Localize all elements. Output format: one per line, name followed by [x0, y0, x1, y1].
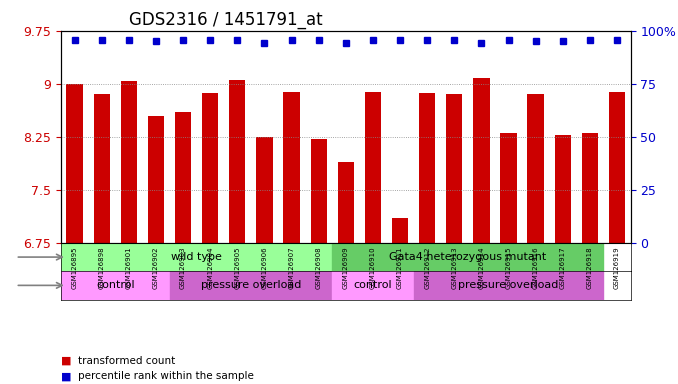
- Bar: [527, 94, 544, 243]
- Text: GSM126898: GSM126898: [97, 244, 106, 290]
- Bar: [170, 271, 332, 300]
- Text: GSM126901: GSM126901: [126, 247, 132, 290]
- Text: GSM126908: GSM126908: [316, 247, 321, 290]
- Bar: [555, 135, 571, 243]
- Bar: [202, 93, 218, 243]
- Text: control: control: [96, 280, 134, 290]
- Text: GSM126913: GSM126913: [452, 247, 457, 290]
- Text: GSM126904: GSM126904: [207, 247, 213, 289]
- Bar: [338, 162, 354, 243]
- Text: GSM126914: GSM126914: [477, 244, 486, 290]
- Text: GSM126902: GSM126902: [151, 244, 161, 290]
- Text: GSM126911: GSM126911: [395, 244, 405, 290]
- Text: GSM126917: GSM126917: [560, 247, 565, 290]
- Text: GSM126898: GSM126898: [99, 247, 104, 290]
- Text: GSM126910: GSM126910: [370, 247, 376, 290]
- Bar: [283, 92, 300, 243]
- Text: GSM126907: GSM126907: [287, 244, 296, 291]
- Text: GSM126918: GSM126918: [585, 244, 595, 290]
- Text: GSM126907: GSM126907: [289, 247, 294, 290]
- Bar: [332, 243, 603, 271]
- Text: GSM126914: GSM126914: [479, 247, 484, 289]
- Bar: [446, 94, 462, 243]
- Text: GSM126903: GSM126903: [178, 244, 188, 291]
- Text: GSM126904: GSM126904: [205, 244, 215, 291]
- Text: pressure overload: pressure overload: [201, 280, 301, 290]
- Text: GSM126905: GSM126905: [233, 244, 242, 291]
- Bar: [61, 271, 170, 300]
- Text: GSM126906: GSM126906: [260, 244, 269, 291]
- Text: GSM126912: GSM126912: [422, 244, 432, 290]
- Text: transformed count: transformed count: [78, 356, 175, 366]
- Bar: [419, 93, 435, 243]
- Text: ■: ■: [61, 356, 71, 366]
- Text: ■: ■: [61, 371, 71, 381]
- Text: GSM126903: GSM126903: [180, 247, 186, 290]
- Text: GSM126913: GSM126913: [450, 244, 459, 290]
- Bar: [66, 84, 83, 243]
- Bar: [582, 133, 598, 243]
- Text: wild type: wild type: [171, 252, 222, 262]
- Text: GDS2316 / 1451791_at: GDS2316 / 1451791_at: [129, 12, 323, 30]
- Text: GSM126902: GSM126902: [153, 247, 159, 289]
- Text: GSM126919: GSM126919: [612, 244, 622, 290]
- Text: GSM126912: GSM126912: [424, 247, 430, 289]
- Text: GSM126906: GSM126906: [262, 247, 267, 290]
- Text: GSM126895: GSM126895: [70, 244, 79, 290]
- Bar: [609, 92, 625, 243]
- Text: Gata4 heterozygous mutant: Gata4 heterozygous mutant: [389, 252, 546, 262]
- Text: GSM126895: GSM126895: [72, 247, 77, 289]
- Text: GSM126916: GSM126916: [533, 247, 538, 290]
- Bar: [311, 139, 327, 243]
- Text: GSM126909: GSM126909: [343, 247, 348, 290]
- Text: GSM126915: GSM126915: [506, 247, 511, 289]
- Bar: [229, 79, 245, 243]
- Bar: [392, 218, 408, 243]
- Bar: [500, 133, 517, 243]
- Text: GSM126910: GSM126910: [368, 244, 378, 290]
- Text: GSM126918: GSM126918: [587, 247, 593, 290]
- Bar: [365, 92, 381, 243]
- Text: GSM126901: GSM126901: [124, 244, 134, 290]
- Text: GSM126908: GSM126908: [314, 244, 323, 290]
- Bar: [473, 78, 490, 243]
- Text: GSM126916: GSM126916: [531, 244, 540, 290]
- Text: pressure overload: pressure overload: [458, 280, 559, 290]
- Text: percentile rank within the sample: percentile rank within the sample: [78, 371, 254, 381]
- Bar: [121, 81, 137, 243]
- Bar: [61, 243, 332, 271]
- Bar: [175, 112, 191, 243]
- Text: GSM126911: GSM126911: [397, 247, 403, 290]
- Text: GSM126909: GSM126909: [341, 244, 351, 291]
- Text: GSM126905: GSM126905: [235, 247, 240, 289]
- Text: GSM126915: GSM126915: [504, 244, 513, 290]
- Bar: [94, 94, 110, 243]
- Bar: [148, 116, 164, 243]
- Bar: [332, 271, 414, 300]
- Bar: [256, 137, 273, 243]
- Text: GSM126917: GSM126917: [558, 244, 567, 290]
- Bar: [414, 271, 603, 300]
- Text: GSM126919: GSM126919: [614, 247, 620, 290]
- Text: control: control: [354, 280, 392, 290]
